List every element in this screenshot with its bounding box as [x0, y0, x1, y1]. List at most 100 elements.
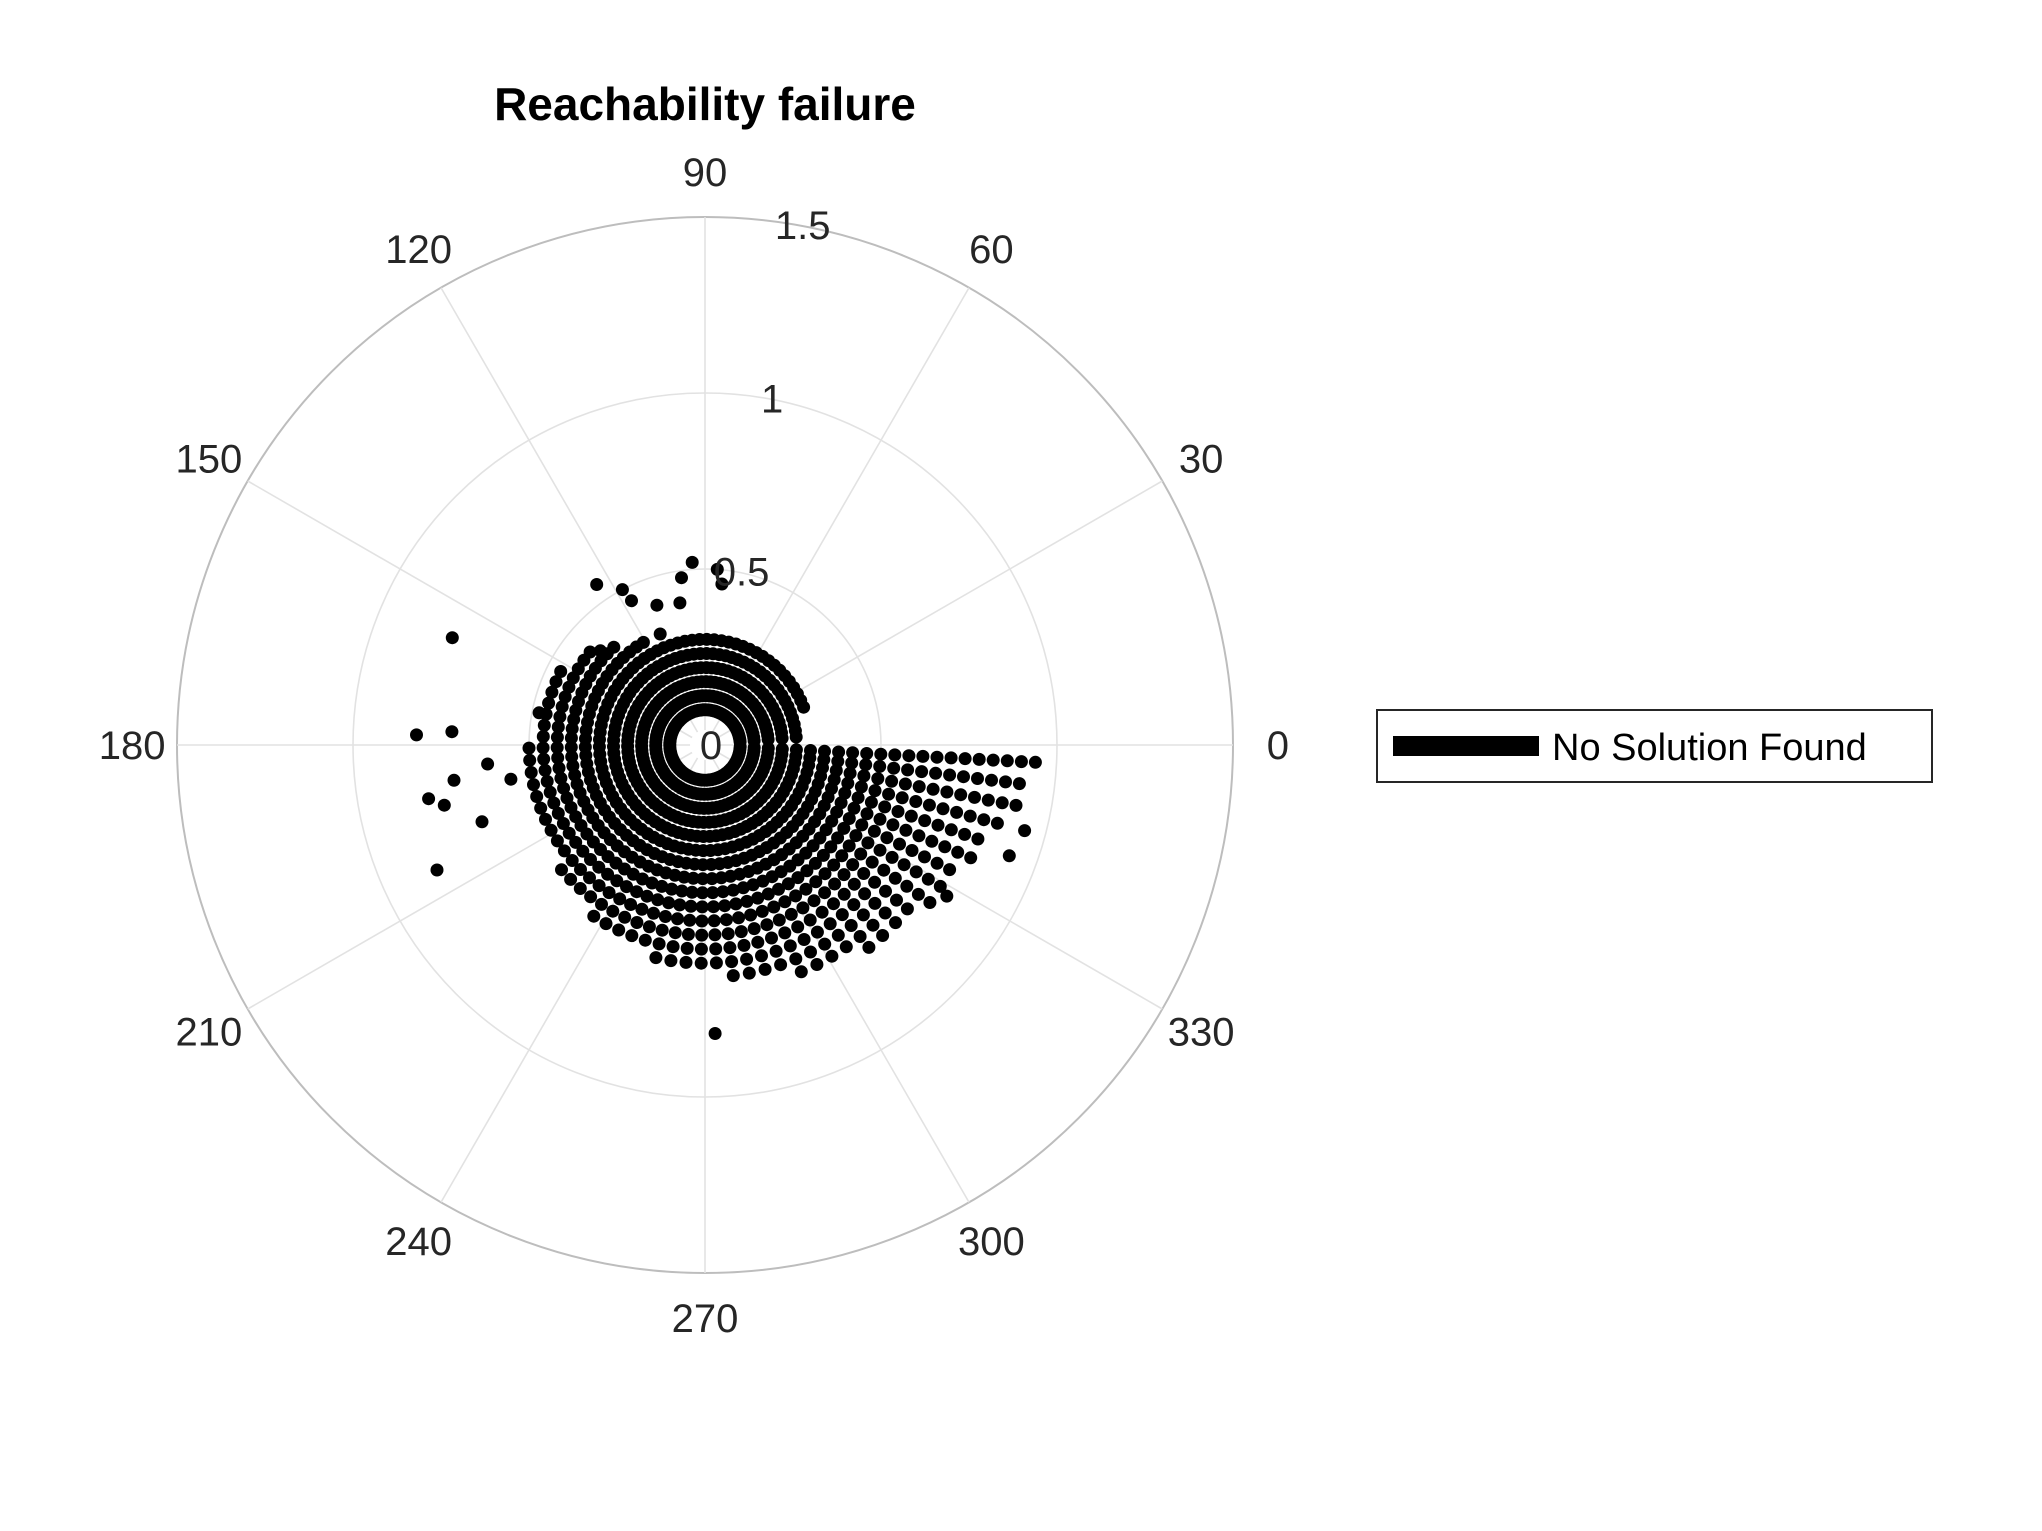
data-point-987 — [708, 1027, 722, 1040]
data-point-958 — [944, 751, 958, 765]
data-point-499 — [618, 910, 632, 924]
data-point-855 — [886, 818, 900, 832]
data-point-652 — [755, 904, 769, 918]
data-point-639 — [751, 935, 765, 949]
data-point-596 — [709, 956, 723, 970]
data-point-912 — [885, 774, 899, 788]
data-point-311 — [564, 740, 578, 754]
data-point-978 — [410, 728, 423, 742]
data-point-686 — [797, 933, 811, 946]
data-point-579 — [695, 914, 709, 928]
data-point-670 — [783, 939, 797, 953]
data-point-972 — [675, 571, 688, 585]
data-point-282 — [553, 710, 567, 724]
data-point-497 — [630, 885, 644, 899]
data-point-824 — [933, 879, 947, 893]
data-point-819 — [873, 843, 887, 857]
chart-title: Reachability failure — [494, 78, 916, 130]
data-point-334 — [552, 761, 566, 775]
data-point-737 — [862, 940, 876, 954]
data-point-717 — [815, 905, 829, 919]
data-point-986 — [430, 863, 444, 877]
data-point-914 — [912, 780, 926, 794]
data-point-687 — [804, 945, 817, 959]
data-point-325 — [523, 753, 537, 767]
data-point-976 — [445, 631, 459, 645]
data-point-513 — [625, 929, 639, 943]
data-point-590 — [705, 872, 719, 886]
data-point-609 — [723, 941, 737, 955]
data-point-771 — [889, 916, 902, 930]
data-point-749 — [828, 877, 842, 891]
data-point-487 — [599, 917, 613, 931]
data-point-916 — [940, 785, 954, 799]
data-point-874 — [891, 805, 905, 818]
data-point-973 — [673, 596, 687, 610]
data-point-243 — [554, 665, 568, 678]
data-point-402 — [550, 834, 564, 848]
data-point-968 — [650, 598, 664, 612]
data-point-942 — [1012, 777, 1026, 791]
data-point-967 — [625, 594, 638, 608]
data-point-498 — [624, 898, 638, 911]
data-point-751 — [847, 898, 861, 912]
data-point-336 — [524, 766, 538, 779]
data-point-823 — [921, 872, 935, 886]
data-point-701 — [803, 913, 817, 927]
data-point-538 — [655, 923, 669, 937]
data-point-500 — [612, 923, 626, 937]
theta-tick-label-270: 270 — [672, 1297, 739, 1341]
data-point-838 — [893, 837, 906, 851]
data-point-946 — [775, 742, 789, 756]
data-point-804 — [900, 879, 914, 893]
data-point-716 — [807, 894, 821, 908]
data-point-836 — [867, 824, 881, 838]
data-point-672 — [794, 965, 808, 979]
data-point-934 — [901, 763, 915, 777]
data-point-473 — [595, 897, 608, 911]
data-point-929 — [831, 754, 845, 768]
data-points — [410, 555, 1042, 1040]
data-point-835 — [855, 818, 869, 832]
data-point-511 — [635, 902, 649, 916]
data-point-841 — [930, 856, 944, 870]
theta-tick-label-30: 30 — [1179, 438, 1224, 482]
data-point-948 — [804, 744, 817, 757]
data-point-877 — [931, 818, 945, 832]
data-point-303 — [536, 730, 550, 743]
data-point-879 — [958, 827, 972, 841]
data-point-526 — [638, 933, 652, 947]
data-point-314 — [522, 741, 536, 755]
data-point-594 — [708, 928, 722, 942]
data-point-638 — [747, 922, 761, 936]
data-point-345 — [554, 771, 568, 785]
data-point-347 — [527, 778, 540, 792]
data-point-714 — [791, 871, 805, 885]
data-point-447 — [592, 860, 606, 874]
data-point-943 — [733, 740, 747, 754]
data-point-782 — [835, 849, 849, 863]
data-point-551 — [671, 912, 684, 926]
data-point-933 — [887, 761, 901, 775]
data-point-425 — [555, 863, 568, 877]
data-point-783 — [846, 858, 860, 872]
data-point-752 — [856, 908, 870, 922]
data-point-981 — [447, 773, 461, 787]
data-point-460 — [592, 879, 606, 893]
data-point-369 — [534, 801, 548, 815]
data-point-799 — [842, 839, 856, 853]
data-point-990 — [1018, 824, 1032, 838]
data-point-900 — [990, 816, 1004, 830]
data-point-910 — [857, 769, 871, 783]
data-point-897 — [950, 805, 964, 819]
data-point-837 — [880, 831, 894, 845]
theta-tick-label-240: 240 — [385, 1220, 452, 1264]
data-point-919 — [981, 793, 995, 807]
data-point-335 — [538, 763, 552, 777]
data-point-688 — [810, 958, 824, 971]
data-point-840 — [918, 850, 931, 864]
data-point-921 — [1009, 798, 1023, 812]
data-point-858 — [925, 834, 939, 848]
data-point-736 — [853, 930, 867, 943]
data-point-854 — [873, 812, 887, 826]
